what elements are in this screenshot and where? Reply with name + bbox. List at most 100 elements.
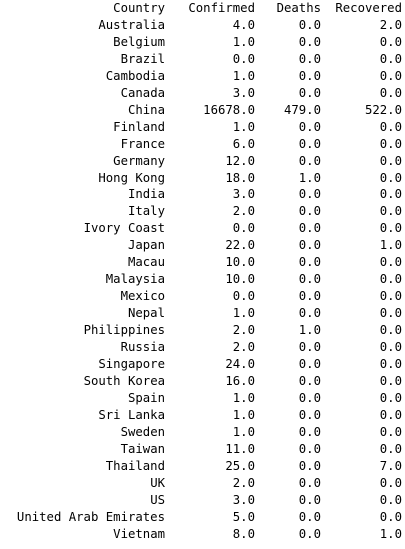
table-row: Hong Kong 18.0 1.0 0.0 bbox=[7, 170, 402, 187]
header-row: Country Confirmed Deaths Recovered bbox=[7, 0, 402, 17]
cell-country: Hong Kong bbox=[98, 170, 165, 185]
cell-deaths: 0.0 bbox=[298, 34, 321, 49]
table-row: Mexico 0.0 0.0 0.0 bbox=[7, 288, 402, 305]
cell-confirmed: 10.0 bbox=[225, 272, 255, 287]
cell-deaths: 0.0 bbox=[298, 255, 321, 270]
table-row: Nepal 1.0 0.0 0.0 bbox=[7, 305, 402, 322]
column-header-recovered: Recovered bbox=[335, 1, 402, 15]
cell-country: United Arab Emirates bbox=[16, 509, 165, 524]
cell-country: India bbox=[127, 187, 165, 202]
cell-country: Brazil bbox=[120, 51, 165, 66]
table-row: Malaysia 10.0 0.0 0.0 bbox=[7, 271, 402, 288]
table-row: Belgium 1.0 0.0 0.0 bbox=[7, 34, 402, 51]
cell-confirmed: 2.0 bbox=[232, 323, 255, 338]
table-row: Cambodia 1.0 0.0 0.0 bbox=[7, 68, 402, 85]
cell-recovered: 0.0 bbox=[379, 153, 402, 168]
cell-confirmed: 18.0 bbox=[225, 170, 255, 185]
cell-country: Singapore bbox=[98, 357, 165, 372]
table-row: Brazil 0.0 0.0 0.0 bbox=[7, 51, 402, 68]
cell-deaths: 1.0 bbox=[298, 170, 321, 185]
cell-recovered: 0.0 bbox=[379, 323, 402, 338]
cell-country: Germany bbox=[113, 153, 165, 168]
cell-recovered: 0.0 bbox=[379, 272, 402, 287]
cell-recovered: 0.0 bbox=[379, 357, 402, 372]
cell-deaths: 0.0 bbox=[298, 340, 321, 355]
cell-recovered: 1.0 bbox=[379, 526, 402, 541]
cell-confirmed: 0.0 bbox=[232, 51, 255, 66]
table-row: Japan 22.0 0.0 1.0 bbox=[7, 237, 402, 254]
cell-deaths: 0.0 bbox=[298, 357, 321, 372]
cell-confirmed: 2.0 bbox=[232, 475, 255, 490]
cell-deaths: 0.0 bbox=[298, 526, 321, 541]
table-row: China 16678.0 479.0 522.0 bbox=[7, 102, 402, 119]
column-header-confirmed: Confirmed bbox=[188, 1, 255, 15]
cell-deaths: 0.0 bbox=[298, 204, 321, 219]
cell-country: Canada bbox=[120, 85, 165, 100]
cell-confirmed: 1.0 bbox=[232, 407, 255, 422]
cell-confirmed: 16.0 bbox=[225, 373, 255, 388]
cell-deaths: 0.0 bbox=[298, 68, 321, 83]
cell-confirmed: 5.0 bbox=[232, 509, 255, 524]
table-row: Italy 2.0 0.0 0.0 bbox=[7, 203, 402, 220]
cell-confirmed: 24.0 bbox=[225, 357, 255, 372]
cell-confirmed: 1.0 bbox=[232, 424, 255, 439]
cell-deaths: 0.0 bbox=[298, 390, 321, 405]
cell-country: Philippines bbox=[83, 323, 165, 338]
cell-deaths: 0.0 bbox=[298, 85, 321, 100]
cell-recovered: 0.0 bbox=[379, 119, 402, 134]
table-row: Spain 1.0 0.0 0.0 bbox=[7, 390, 402, 407]
table-row: US 3.0 0.0 0.0 bbox=[7, 492, 402, 509]
cell-deaths: 0.0 bbox=[298, 424, 321, 439]
cell-recovered: 0.0 bbox=[379, 390, 402, 405]
cell-deaths: 0.0 bbox=[298, 509, 321, 524]
dataframe-table: Country Confirmed Deaths Recovered Austr… bbox=[7, 0, 402, 543]
cell-country: Australia bbox=[98, 17, 165, 32]
cell-recovered: 0.0 bbox=[379, 424, 402, 439]
cell-recovered: 0.0 bbox=[379, 255, 402, 270]
cell-deaths: 0.0 bbox=[298, 153, 321, 168]
cell-country: Finland bbox=[113, 119, 165, 134]
cell-recovered: 0.0 bbox=[379, 492, 402, 507]
table-row: Taiwan 11.0 0.0 0.0 bbox=[7, 441, 402, 458]
cell-confirmed: 1.0 bbox=[232, 34, 255, 49]
table-row: Canada 3.0 0.0 0.0 bbox=[7, 85, 402, 102]
cell-country: US bbox=[150, 492, 165, 507]
cell-confirmed: 10.0 bbox=[225, 255, 255, 270]
cell-confirmed: 25.0 bbox=[225, 458, 255, 473]
table-row: France 6.0 0.0 0.0 bbox=[7, 136, 402, 153]
cell-recovered: 0.0 bbox=[379, 51, 402, 66]
table-row: Sri Lanka 1.0 0.0 0.0 bbox=[7, 407, 402, 424]
cell-country: Malaysia bbox=[105, 272, 165, 287]
table-row: South Korea 16.0 0.0 0.0 bbox=[7, 373, 402, 390]
cell-deaths: 0.0 bbox=[298, 441, 321, 456]
table-header: Country Confirmed Deaths Recovered bbox=[7, 0, 402, 17]
cell-confirmed: 11.0 bbox=[225, 441, 255, 456]
cell-recovered: 1.0 bbox=[379, 238, 402, 253]
cell-country: Thailand bbox=[105, 458, 165, 473]
cell-deaths: 0.0 bbox=[298, 221, 321, 236]
cell-recovered: 0.0 bbox=[379, 373, 402, 388]
cell-recovered: 0.0 bbox=[379, 204, 402, 219]
cell-deaths: 0.0 bbox=[298, 238, 321, 253]
cell-country: Taiwan bbox=[120, 441, 165, 456]
cell-confirmed: 1.0 bbox=[232, 119, 255, 134]
cell-country: China bbox=[127, 102, 165, 117]
cell-recovered: 0.0 bbox=[379, 407, 402, 422]
column-header-deaths: Deaths bbox=[276, 1, 321, 15]
cell-deaths: 0.0 bbox=[298, 119, 321, 134]
cell-country: Spain bbox=[127, 390, 165, 405]
cell-confirmed: 0.0 bbox=[232, 289, 255, 304]
cell-confirmed: 1.0 bbox=[232, 306, 255, 321]
cell-country: Macau bbox=[127, 255, 165, 270]
cell-recovered: 0.0 bbox=[379, 85, 402, 100]
cell-recovered: 0.0 bbox=[379, 509, 402, 524]
cell-confirmed: 12.0 bbox=[225, 153, 255, 168]
cell-country: Cambodia bbox=[105, 68, 165, 83]
cell-deaths: 1.0 bbox=[298, 323, 321, 338]
cell-country: Belgium bbox=[113, 34, 165, 49]
cell-confirmed: 3.0 bbox=[232, 85, 255, 100]
cell-recovered: 2.0 bbox=[379, 17, 402, 32]
cell-confirmed: 22.0 bbox=[225, 238, 255, 253]
cell-recovered: 0.0 bbox=[379, 475, 402, 490]
cell-country: UK bbox=[150, 475, 165, 490]
